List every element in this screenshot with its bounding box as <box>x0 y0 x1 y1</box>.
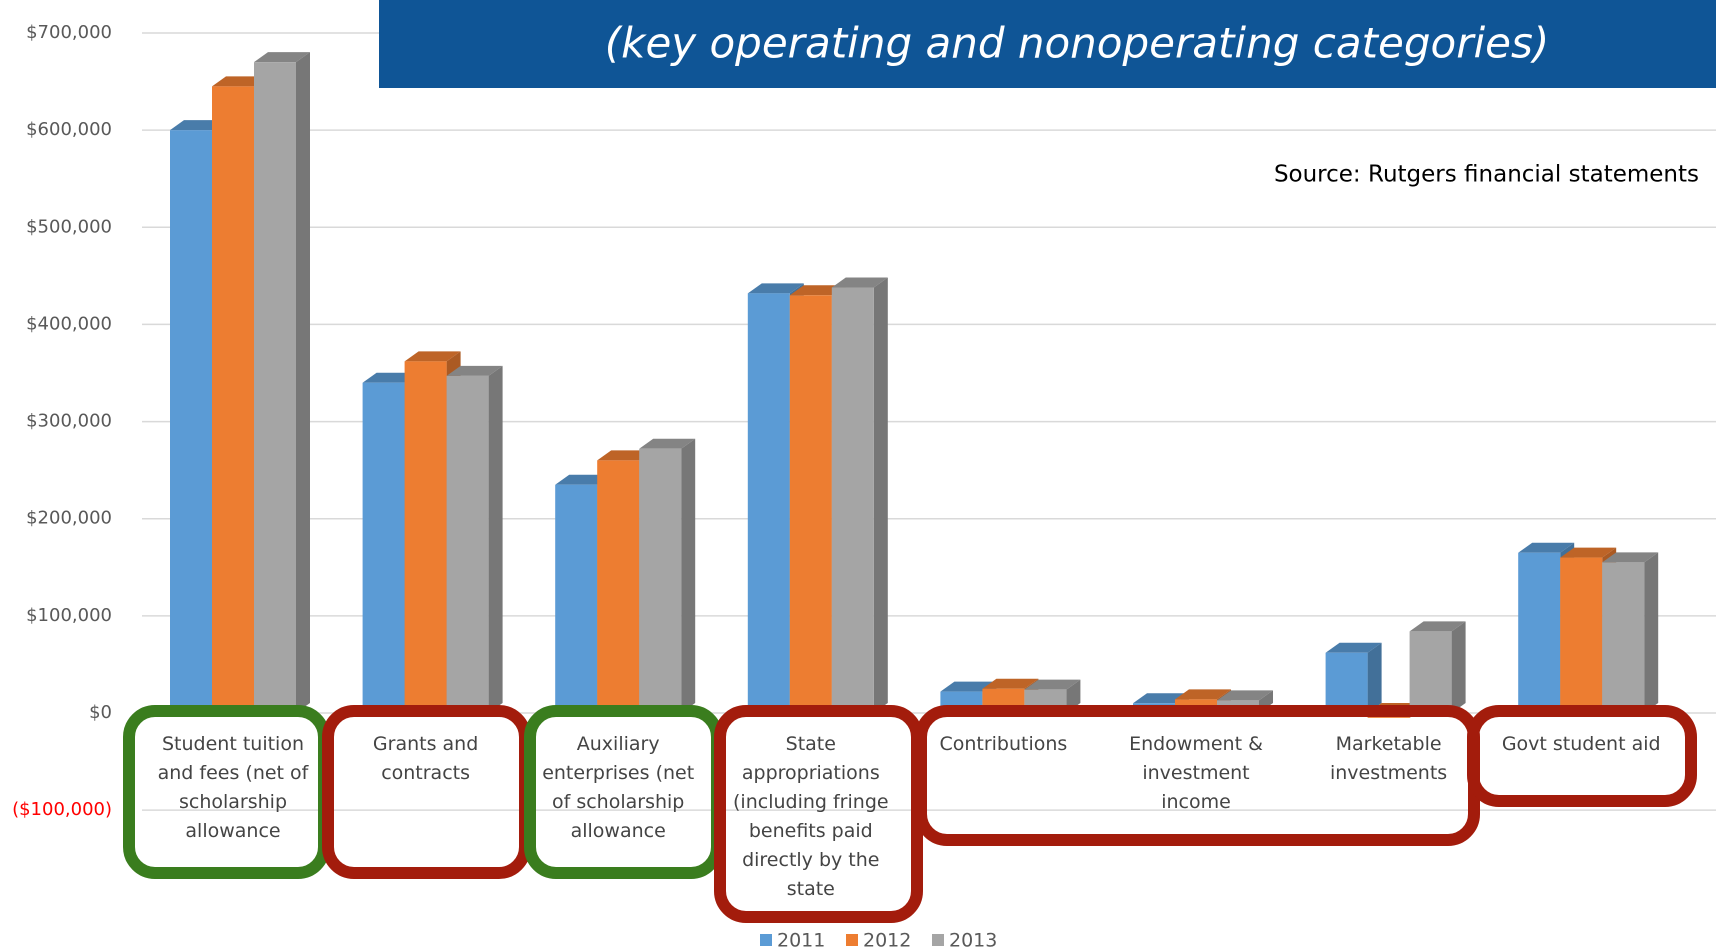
bar-top <box>1325 642 1382 653</box>
y-tick-label: $600,000 <box>26 119 112 140</box>
x-tick-label: Endowment & investment income <box>1129 733 1263 813</box>
x-tick-label: Marketable investments <box>1329 733 1448 784</box>
bar-side <box>1367 642 1382 713</box>
bar <box>639 448 682 713</box>
bar-top <box>1024 679 1081 690</box>
y-tick-label: $700,000 <box>26 22 112 43</box>
bar-top <box>1175 689 1231 700</box>
bar <box>1560 557 1603 713</box>
bar <box>1325 652 1368 713</box>
legend-swatch <box>846 934 858 946</box>
x-tick-label: Auxiliary enterprises (net of scholarshi… <box>542 733 695 842</box>
bar <box>362 382 405 713</box>
highlight-box <box>1467 705 1697 807</box>
bar-top <box>1217 690 1273 701</box>
bar <box>446 375 489 713</box>
x-tick-label: Govt student aid <box>1501 733 1661 755</box>
bar-side <box>873 277 888 713</box>
bar <box>170 130 212 714</box>
bar-side <box>488 365 503 713</box>
y-tick-label: $400,000 <box>26 313 112 334</box>
title-banner <box>379 0 1716 88</box>
bar <box>1518 552 1561 713</box>
legend-swatch <box>760 934 772 946</box>
bar-top <box>1518 542 1575 553</box>
y-tick-label: $200,000 <box>26 508 112 529</box>
bar-top <box>404 351 461 362</box>
bar-top <box>446 365 503 376</box>
legend-label: 2011 <box>777 930 825 951</box>
bar <box>1602 562 1645 713</box>
y-tick-label: ($100,000) <box>12 799 112 820</box>
x-tick-label: Student tuition and fees (net of scholar… <box>157 733 309 842</box>
y-tick-label: $0 <box>89 702 112 723</box>
bar-side <box>1066 679 1081 713</box>
bar-top <box>1409 621 1466 632</box>
x-tick-label: Contributions <box>939 733 1068 755</box>
bar <box>254 62 296 713</box>
bar-side <box>1644 552 1659 713</box>
bar-top <box>831 277 888 288</box>
bar <box>597 460 640 713</box>
bar <box>1409 631 1452 713</box>
bar-top <box>1602 552 1659 563</box>
legend-label: 2012 <box>863 930 911 951</box>
bar <box>747 293 790 713</box>
bar-top <box>747 283 804 294</box>
bar-top <box>639 438 696 449</box>
bar <box>831 287 874 713</box>
y-tick-label: $300,000 <box>26 411 112 432</box>
bar-top <box>1560 547 1617 558</box>
bar <box>555 484 598 713</box>
source-note: Source: Rutgers financial statements <box>1274 162 1699 188</box>
y-tick-label: $100,000 <box>26 605 112 626</box>
bar-top <box>982 678 1039 689</box>
bar <box>404 361 447 713</box>
bar-side <box>681 438 696 713</box>
bar-side <box>1451 621 1466 713</box>
y-tick-label: $500,000 <box>26 216 112 237</box>
x-tick-label: State appropriations (including fringe b… <box>733 733 889 900</box>
bar-side <box>296 52 310 713</box>
legend-label: 2013 <box>949 930 997 951</box>
chart-title: (key operating and nonoperating categori… <box>605 19 1550 68</box>
bar <box>212 86 254 713</box>
x-tick-label: Grants and contracts <box>372 733 479 784</box>
legend-swatch <box>932 934 944 946</box>
bar <box>789 295 832 713</box>
bar-top <box>254 52 310 63</box>
